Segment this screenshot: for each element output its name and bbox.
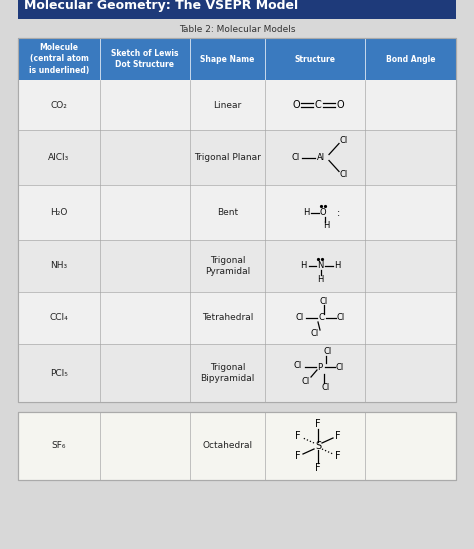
Text: CCl₄: CCl₄: [50, 313, 68, 322]
Text: Table 2: Molecular Models: Table 2: Molecular Models: [179, 25, 295, 35]
Text: NH₃: NH₃: [50, 261, 68, 271]
Bar: [18, 80, 456, 130]
Text: Bent: Bent: [217, 208, 238, 217]
Text: H₂O: H₂O: [50, 208, 68, 217]
Text: Sketch of Lewis
Dot Structure: Sketch of Lewis Dot Structure: [111, 49, 179, 69]
Text: F: F: [335, 451, 341, 461]
Text: H: H: [323, 221, 329, 230]
Text: F: F: [295, 451, 301, 461]
Text: SF₆: SF₆: [52, 441, 66, 451]
Text: Structure: Structure: [294, 54, 336, 64]
Bar: [18, 185, 456, 240]
Text: H: H: [317, 274, 323, 283]
Text: Bond Angle: Bond Angle: [386, 54, 435, 64]
Text: F: F: [295, 431, 301, 441]
Bar: [18, 412, 456, 480]
Text: P: P: [318, 362, 323, 372]
Text: Cl: Cl: [302, 378, 310, 386]
Text: N: N: [317, 261, 323, 271]
Text: F: F: [315, 463, 321, 473]
Text: Shape Name: Shape Name: [201, 54, 255, 64]
Text: Cl: Cl: [336, 362, 344, 372]
Text: O: O: [336, 100, 344, 110]
Bar: [18, 38, 456, 80]
Bar: [18, 38, 456, 402]
Text: Trigonal Planar: Trigonal Planar: [194, 153, 261, 162]
Text: Cl: Cl: [292, 153, 300, 162]
Text: Octahedral: Octahedral: [202, 441, 253, 451]
Text: O: O: [319, 208, 326, 217]
Text: CO₂: CO₂: [51, 100, 67, 109]
Text: H: H: [303, 208, 309, 217]
Bar: [18, 344, 456, 402]
Text: Cl: Cl: [337, 313, 345, 322]
Bar: [18, 38, 456, 402]
Text: Tetrahedral: Tetrahedral: [202, 313, 253, 322]
Text: Cl: Cl: [324, 348, 332, 356]
Text: Al: Al: [317, 153, 325, 162]
Text: Molecule
(central atom
is underlined): Molecule (central atom is underlined): [29, 43, 89, 75]
Text: Cl: Cl: [340, 136, 348, 145]
Text: Cl: Cl: [311, 329, 319, 339]
Text: S: S: [315, 441, 321, 451]
Text: Cl: Cl: [294, 361, 302, 369]
Text: Cl: Cl: [340, 170, 348, 179]
Text: Trigonal
Pyramidal: Trigonal Pyramidal: [205, 256, 250, 276]
Text: AlCl₃: AlCl₃: [48, 153, 70, 162]
Text: :: :: [337, 208, 341, 217]
Bar: [18, 292, 456, 344]
Text: C: C: [315, 100, 321, 110]
Text: H: H: [300, 261, 306, 271]
Bar: [18, 0, 456, 19]
Bar: [18, 412, 456, 480]
Text: H: H: [334, 261, 340, 271]
Text: C: C: [318, 313, 324, 322]
Text: Molecular Geometry: The VSEPR Model: Molecular Geometry: The VSEPR Model: [24, 0, 298, 12]
Text: PCl₅: PCl₅: [50, 368, 68, 378]
Text: Cl: Cl: [296, 313, 304, 322]
Text: F: F: [335, 431, 341, 441]
Text: Trigonal
Bipyramidal: Trigonal Bipyramidal: [201, 363, 255, 383]
Text: Linear: Linear: [213, 100, 242, 109]
Bar: [18, 130, 456, 185]
Text: O: O: [292, 100, 300, 110]
Text: F: F: [315, 419, 321, 429]
Text: Cl: Cl: [322, 383, 330, 391]
Bar: [18, 240, 456, 292]
Text: Cl: Cl: [320, 296, 328, 305]
